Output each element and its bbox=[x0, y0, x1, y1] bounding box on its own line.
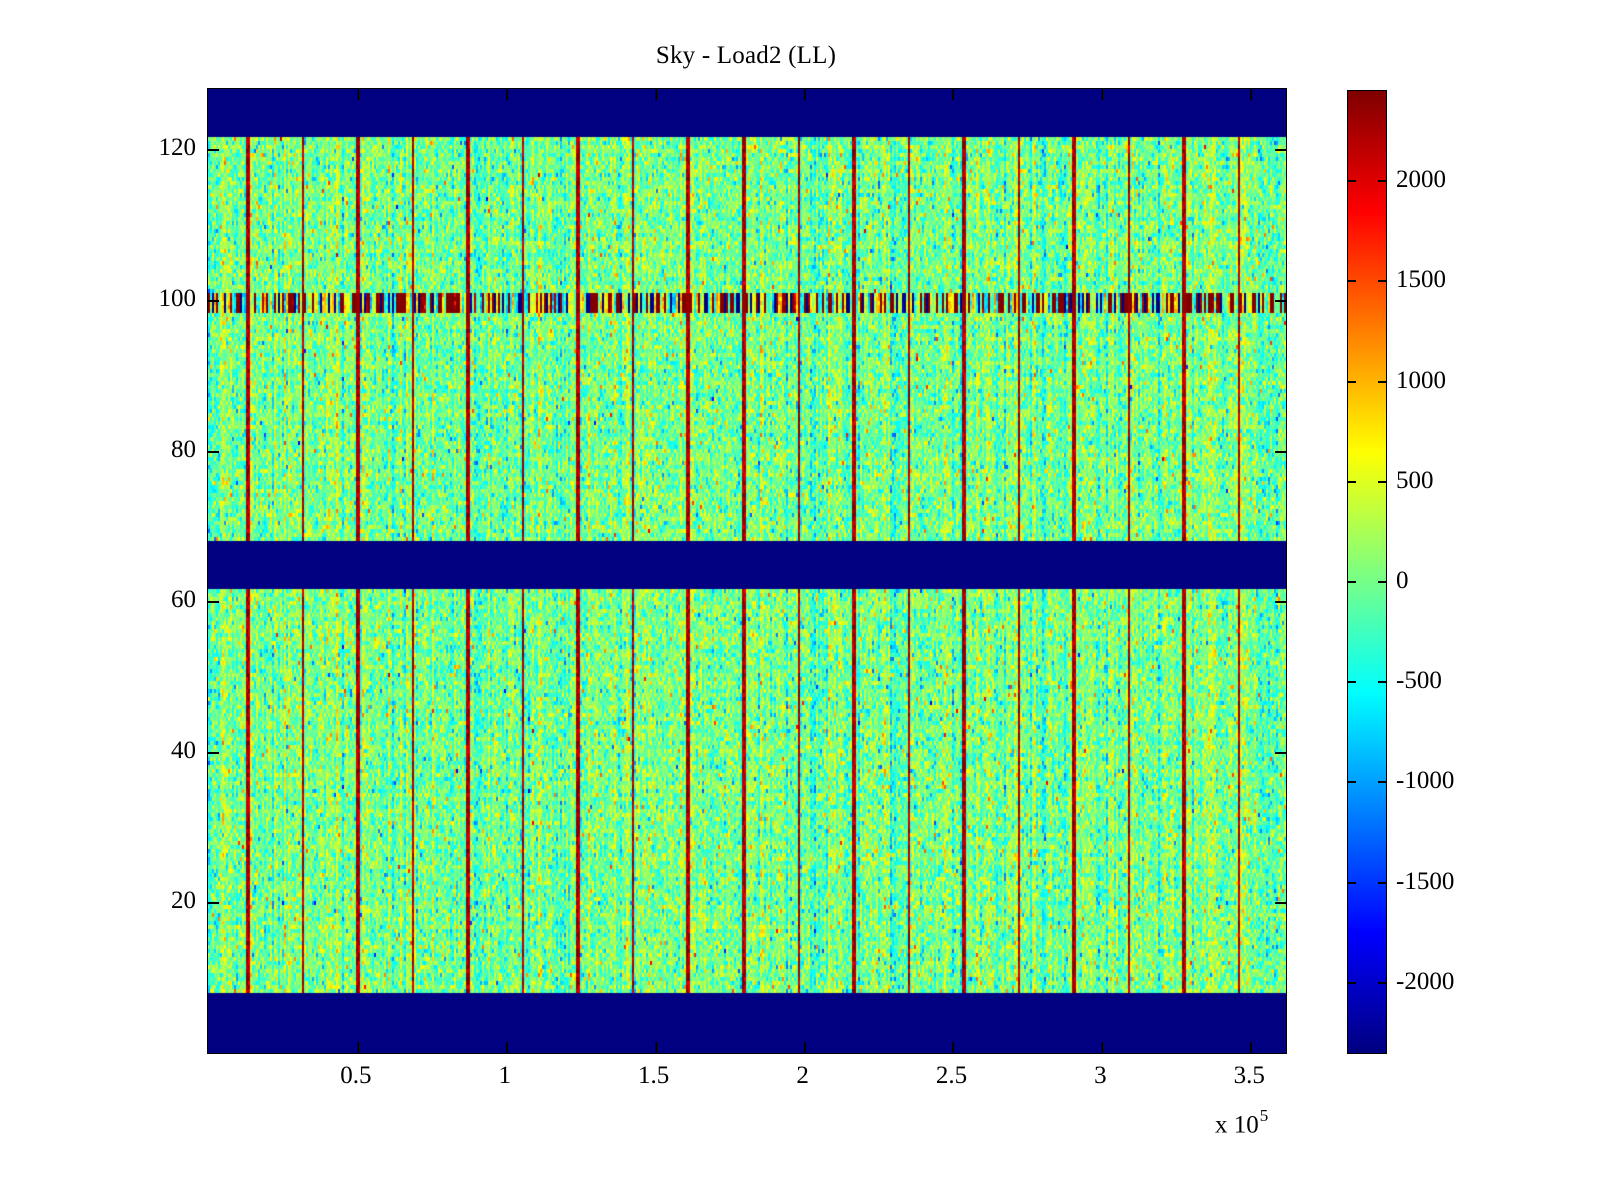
x-tick-mark bbox=[952, 89, 955, 100]
x-tick-mark bbox=[505, 89, 508, 100]
x-tick-mark bbox=[654, 1042, 657, 1053]
x-tick-mark bbox=[356, 1042, 359, 1053]
x-tick-label: 3 bbox=[1094, 1062, 1107, 1089]
y-axis-tick-labels: 20 40 60 80 100 120 bbox=[110, 88, 197, 1052]
x-tick-mark bbox=[952, 1042, 955, 1053]
colorbar-tick-label: 1500 bbox=[1396, 266, 1446, 294]
y-tick-label: 120 bbox=[158, 134, 197, 162]
x-tick-label: 1 bbox=[498, 1062, 512, 1089]
x-tick-mark bbox=[803, 1042, 806, 1053]
y-tick-mark bbox=[208, 149, 219, 152]
y-tick-mark bbox=[1275, 450, 1286, 453]
x-tick-mark bbox=[803, 89, 806, 100]
y-tick-mark bbox=[208, 450, 219, 453]
page-title: Sky - Load2 (LL) bbox=[655, 42, 837, 69]
colorbar-tick-label: -2000 bbox=[1396, 967, 1455, 995]
colorbar-tick-label: 0 bbox=[1396, 567, 1409, 595]
x-axis-exponent-label: x 105 bbox=[1215, 1106, 1269, 1139]
x-tick-mark bbox=[1250, 89, 1253, 100]
x-tick-mark bbox=[505, 1042, 508, 1053]
heatmap-image bbox=[208, 89, 1286, 1053]
y-tick-label: 80 bbox=[171, 435, 196, 463]
y-tick-label: 60 bbox=[171, 586, 196, 614]
y-tick-label: 20 bbox=[171, 887, 196, 915]
x-tick-label: 0.5 bbox=[340, 1062, 372, 1089]
colorbar-tick-label: -1000 bbox=[1396, 767, 1455, 795]
y-tick-label: 100 bbox=[158, 284, 197, 312]
x-tick-mark bbox=[1101, 1042, 1104, 1053]
colorbar-tick-label: -500 bbox=[1396, 667, 1442, 695]
x-tick-mark bbox=[356, 89, 359, 100]
x-exponent-power: 5 bbox=[1259, 1106, 1269, 1125]
x-tick-mark bbox=[654, 89, 657, 100]
y-tick-mark bbox=[1275, 299, 1286, 302]
y-tick-mark bbox=[1275, 601, 1286, 604]
x-tick-label: 3.5 bbox=[1233, 1062, 1265, 1089]
x-tick-label: 1.5 bbox=[638, 1062, 670, 1089]
x-axis-tick-labels: 0.5 1 1.5 2 2.5 3 3.5 bbox=[207, 1062, 1285, 1102]
y-tick-mark bbox=[1275, 149, 1286, 152]
y-tick-mark bbox=[208, 299, 219, 302]
x-exponent-base: x 10 bbox=[1215, 1111, 1259, 1139]
colorbar-tick-label: 2000 bbox=[1396, 166, 1446, 194]
y-tick-mark bbox=[208, 601, 219, 604]
x-tick-label: 2 bbox=[796, 1062, 809, 1089]
colorbar-tick-label: 1000 bbox=[1396, 366, 1446, 394]
y-tick-mark bbox=[1275, 902, 1286, 905]
colorbar-tick-label: -1500 bbox=[1396, 867, 1455, 895]
colorbar-gradient bbox=[1348, 91, 1386, 1053]
y-tick-mark bbox=[1275, 751, 1286, 754]
y-tick-label: 40 bbox=[171, 736, 196, 764]
x-tick-label: 2.5 bbox=[935, 1062, 968, 1089]
y-tick-mark bbox=[208, 751, 219, 754]
y-tick-mark bbox=[208, 902, 219, 905]
colorbar-tick-label: 500 bbox=[1396, 466, 1434, 494]
heatmap-axes[interactable] bbox=[207, 88, 1287, 1054]
colorbar-tick-labels: 2000 1500 1000 500 0 -500 -1000 -1500 -2000 bbox=[1396, 90, 1536, 1052]
x-tick-mark bbox=[1101, 89, 1104, 100]
x-tick-mark bbox=[1250, 1042, 1253, 1053]
colorbar[interactable] bbox=[1347, 90, 1387, 1054]
